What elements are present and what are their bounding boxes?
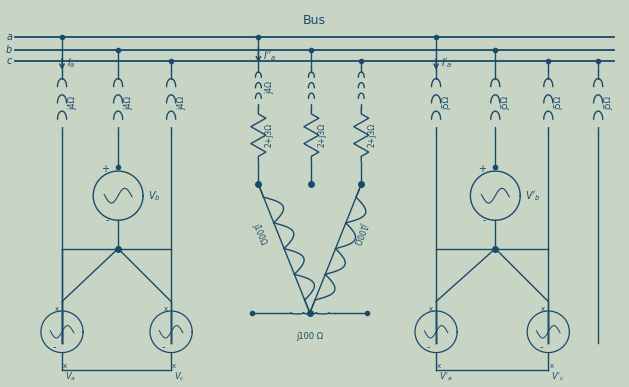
Text: -: - — [482, 215, 486, 225]
Text: 2+j3Ω: 2+j3Ω — [265, 123, 274, 147]
Text: $I''_a$: $I''_a$ — [264, 49, 277, 63]
Text: $I'_a$: $I'_a$ — [441, 57, 453, 70]
Text: $I_a$: $I_a$ — [67, 57, 75, 70]
Text: -: - — [53, 342, 56, 352]
Text: $V'_b$: $V'_b$ — [525, 189, 541, 202]
Text: +: + — [478, 164, 486, 174]
Text: 2+j3Ω: 2+j3Ω — [367, 123, 377, 147]
Text: -: - — [427, 342, 430, 352]
Text: $V_a$: $V_a$ — [65, 371, 76, 384]
Text: j4Ω: j4Ω — [68, 96, 77, 110]
Text: x: x — [164, 306, 168, 312]
Text: $V_c$: $V_c$ — [174, 371, 185, 384]
Text: a: a — [6, 32, 12, 42]
Text: x: x — [541, 306, 545, 312]
Text: -: - — [539, 342, 543, 352]
Text: $V'_a$: $V'_a$ — [439, 371, 453, 384]
Text: x: x — [172, 363, 176, 369]
Text: $V_b$: $V_b$ — [148, 189, 161, 202]
Text: $V'_c$: $V'_c$ — [552, 371, 565, 384]
Text: j5Ω: j5Ω — [501, 96, 511, 110]
Text: j5Ω: j5Ω — [442, 96, 451, 110]
Text: b: b — [6, 45, 12, 55]
Text: x: x — [63, 363, 67, 369]
Text: -: - — [162, 342, 165, 352]
Text: j4Ω: j4Ω — [125, 96, 133, 110]
Text: +: + — [101, 164, 109, 174]
Text: Bus: Bus — [303, 14, 326, 27]
Text: j4Ω: j4Ω — [265, 81, 274, 94]
Text: j100 Ω: j100 Ω — [296, 332, 323, 341]
Text: j100Ω: j100Ω — [251, 221, 267, 246]
Text: j5Ω: j5Ω — [555, 96, 564, 110]
Text: x: x — [437, 363, 442, 369]
Text: -: - — [105, 215, 109, 225]
Text: j100Ω: j100Ω — [352, 221, 369, 246]
Text: j4Ω: j4Ω — [177, 96, 186, 110]
Text: c: c — [7, 57, 12, 67]
Text: x: x — [549, 363, 554, 369]
Text: x: x — [55, 306, 59, 312]
Text: j5Ω: j5Ω — [604, 96, 613, 110]
Text: 2+j3Ω: 2+j3Ω — [318, 123, 326, 147]
Text: x: x — [429, 306, 433, 312]
